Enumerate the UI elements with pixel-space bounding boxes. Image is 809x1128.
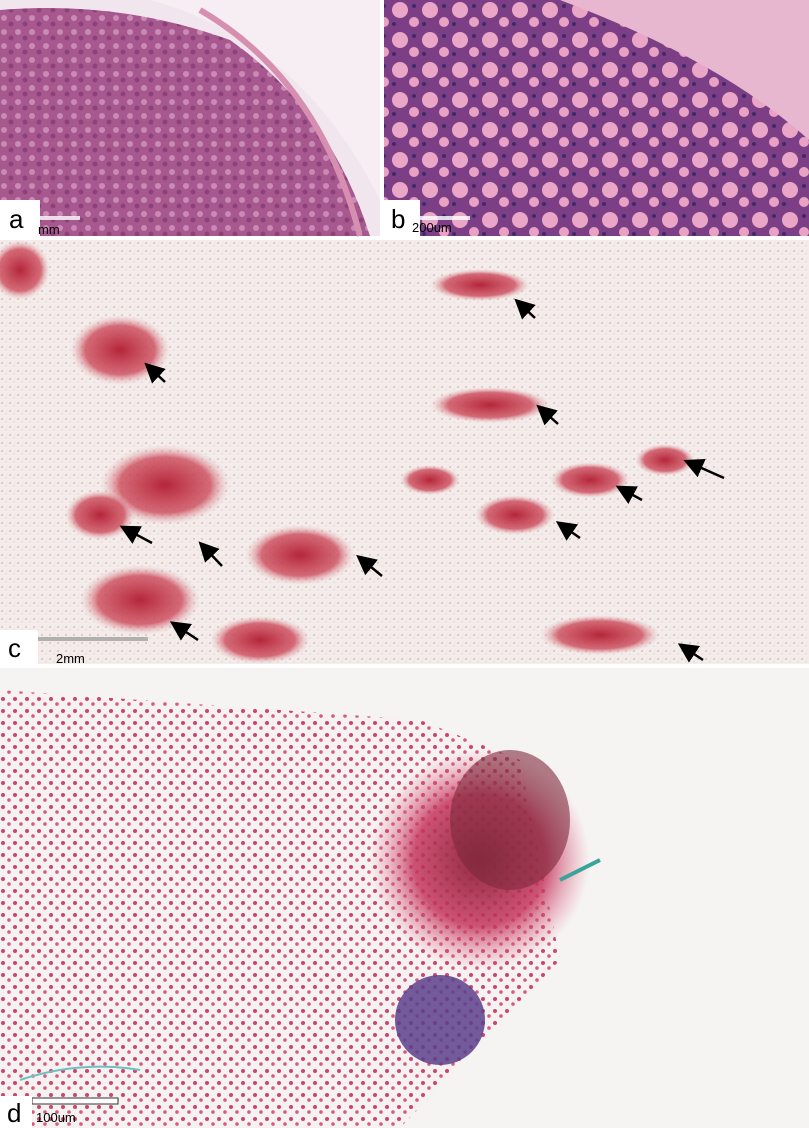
panel-label: a [9, 204, 24, 234]
panel-b: b 200um [384, 0, 809, 236]
panel-a: a mm [0, 0, 380, 237]
scale-label: 100um [36, 1110, 76, 1125]
scale-label: 200um [412, 220, 452, 235]
panel-c: c 2mm [0, 240, 809, 666]
scale-label: mm [38, 222, 60, 237]
panel-label: d [7, 1098, 21, 1128]
panel-label: b [391, 204, 405, 234]
panel-d: d 100um [0, 668, 809, 1128]
scale-label: 2mm [56, 651, 85, 666]
panel-label: c [8, 633, 21, 663]
